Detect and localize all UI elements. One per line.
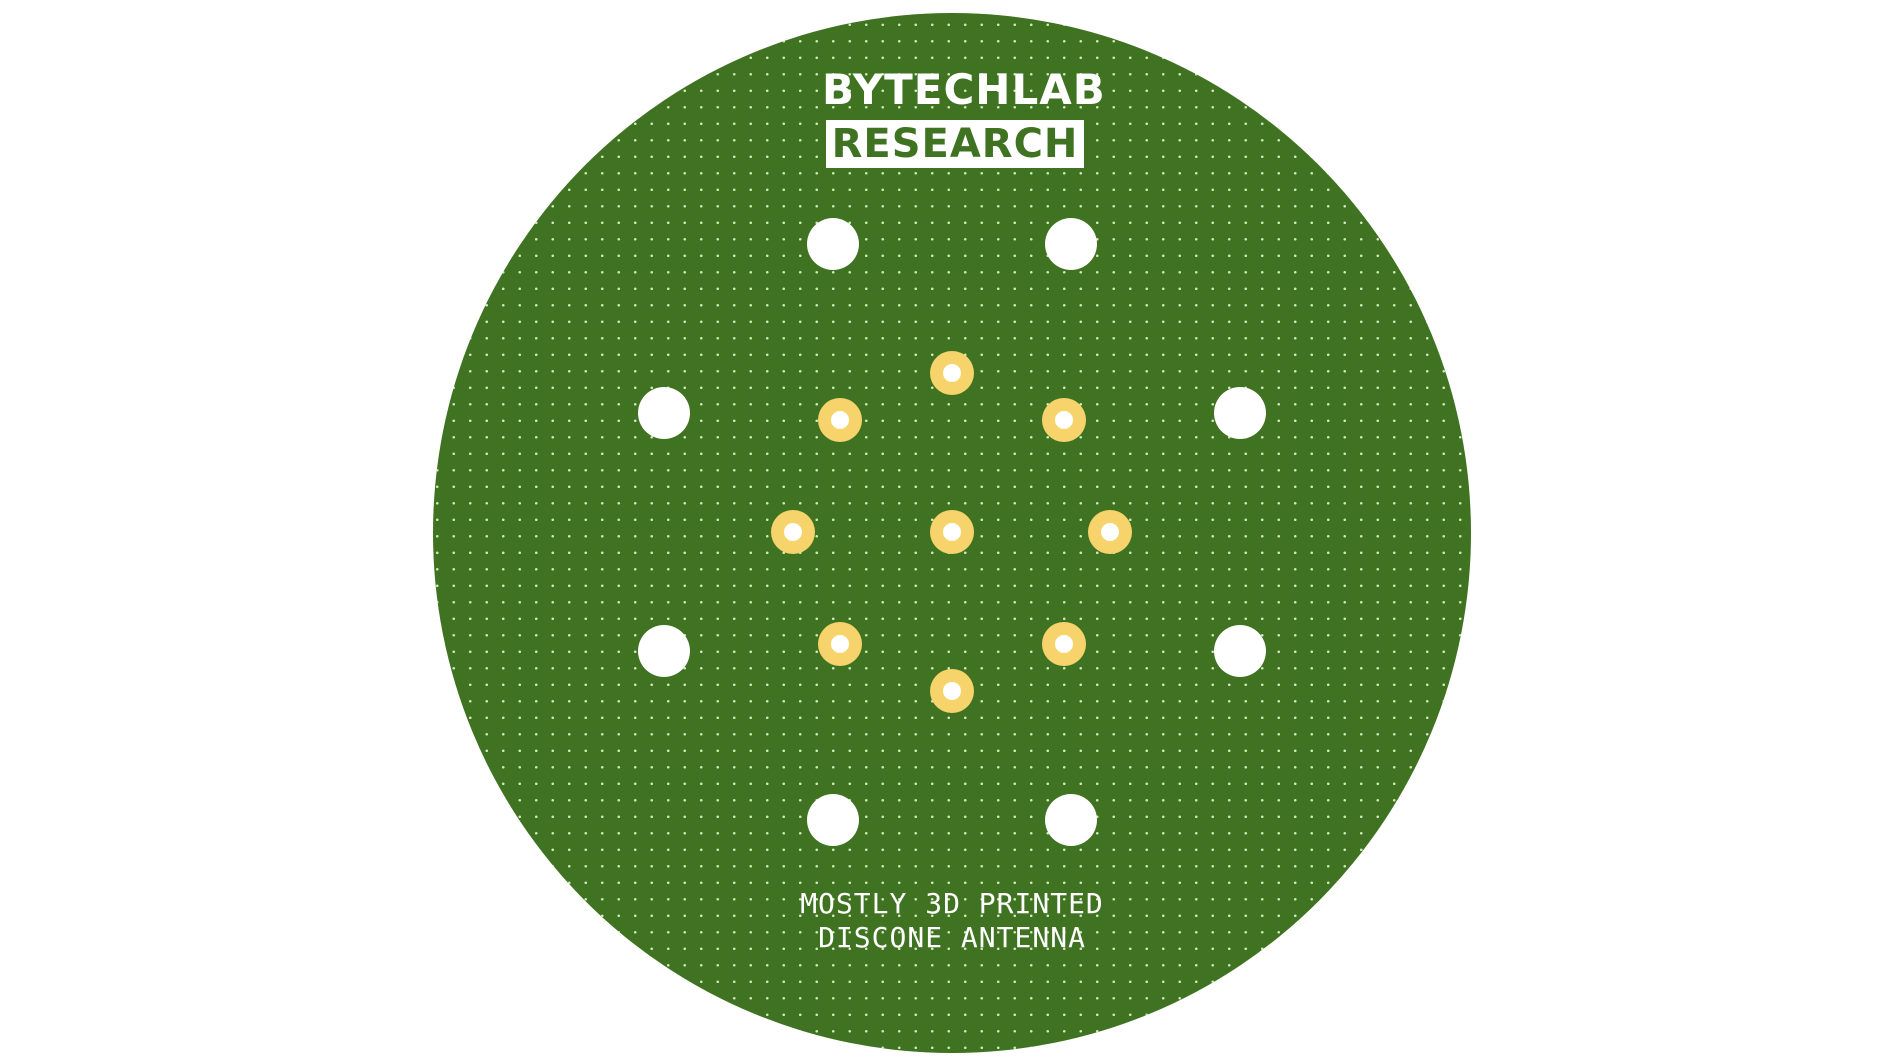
plated-pad: [1088, 510, 1132, 554]
mounting-hole: [638, 625, 690, 677]
mounting-hole: [807, 794, 859, 846]
mounting-hole: [1045, 794, 1097, 846]
plated-pad-center: [930, 510, 974, 554]
logo-line-bytechlab: BYTECHLAB: [822, 65, 1106, 114]
plated-pad: [1042, 398, 1086, 442]
caption-line-2: DISCONE ANTENNA: [818, 921, 1086, 954]
plated-pad: [818, 398, 862, 442]
plated-pad: [930, 669, 974, 713]
mounting-hole: [1045, 218, 1097, 270]
mounting-hole: [807, 218, 859, 270]
mounting-hole: [1214, 387, 1266, 439]
plated-pad: [1042, 622, 1086, 666]
mounting-holes: [638, 218, 1266, 846]
plated-pad: [771, 510, 815, 554]
plated-pads: [771, 351, 1132, 713]
plated-pad: [818, 622, 862, 666]
mounting-hole: [638, 387, 690, 439]
mounting-hole: [1214, 625, 1266, 677]
plated-pad: [930, 351, 974, 395]
caption-line-1: MOSTLY 3D PRINTED: [800, 887, 1104, 920]
logo-line-research: RESEARCH: [826, 120, 1084, 168]
